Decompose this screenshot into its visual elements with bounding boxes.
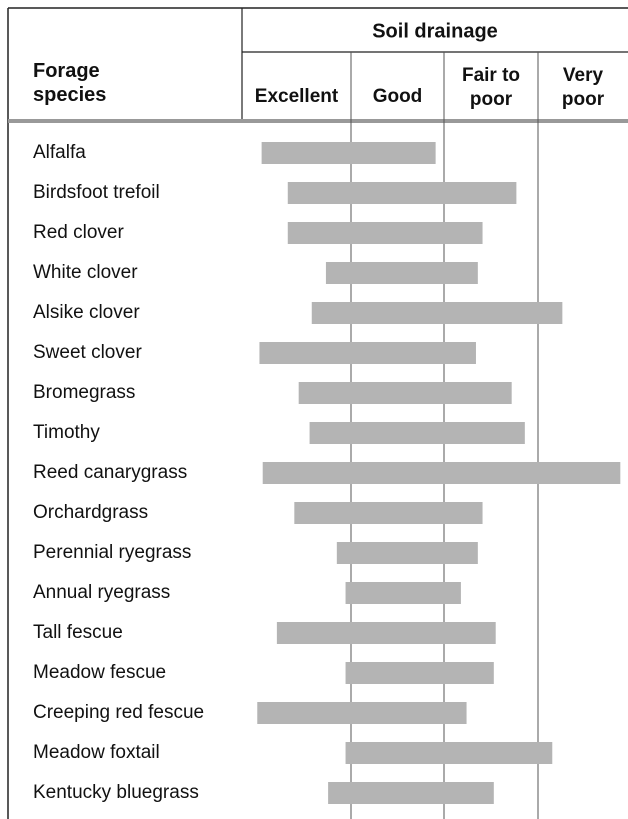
row-label: Meadow foxtail: [33, 742, 160, 763]
column-header: Fair to poor: [462, 65, 520, 110]
bar: [336, 542, 478, 564]
bar: [276, 622, 496, 644]
row-label: Birdsfoot trefoil: [33, 182, 160, 203]
bar: [257, 702, 467, 724]
row-label: Red clover: [33, 222, 124, 243]
bar: [294, 502, 483, 524]
column-header: Very poor: [562, 65, 605, 110]
row-label: Meadow fescue: [33, 662, 166, 683]
bar: [287, 222, 483, 244]
bar: [261, 142, 436, 164]
bar: [311, 302, 563, 324]
row-label: Reed canarygrass: [33, 462, 187, 483]
bar: [345, 582, 461, 604]
bar: [309, 422, 525, 444]
bar: [345, 742, 553, 764]
bar: [298, 382, 512, 404]
row-label: Sweet clover: [33, 342, 142, 363]
column-header-line: Very: [563, 65, 604, 86]
bar: [259, 342, 476, 364]
row-label: Tall fescue: [33, 622, 123, 643]
bar: [325, 262, 478, 284]
chart-title: Soil drainage: [372, 20, 498, 42]
row-label: Orchardgrass: [33, 502, 148, 523]
bar: [287, 182, 517, 204]
bar: [328, 782, 494, 804]
row-label: Timothy: [33, 422, 100, 443]
column-header-line: poor: [470, 89, 513, 110]
row-label: Perennial ryegrass: [33, 542, 191, 563]
bar: [262, 462, 621, 484]
row-label: Bromegrass: [33, 382, 135, 403]
column-header: Excellent: [255, 86, 339, 107]
column-header-line: Fair to: [462, 65, 520, 86]
row-label: Annual ryegrass: [33, 582, 170, 603]
column-header-line: poor: [562, 89, 605, 110]
row-label: Creeping red fescue: [33, 702, 204, 723]
column-header: Good: [373, 86, 423, 107]
row-header-line: Forage: [33, 60, 100, 82]
row-label: Alfalfa: [33, 142, 86, 163]
row-header: Forage species: [33, 60, 106, 106]
row-label: Alsike clover: [33, 302, 140, 323]
row-label: Kentucky bluegrass: [33, 782, 199, 803]
bar: [345, 662, 494, 684]
row-header-line: species: [33, 84, 106, 106]
row-label: White clover: [33, 262, 138, 283]
